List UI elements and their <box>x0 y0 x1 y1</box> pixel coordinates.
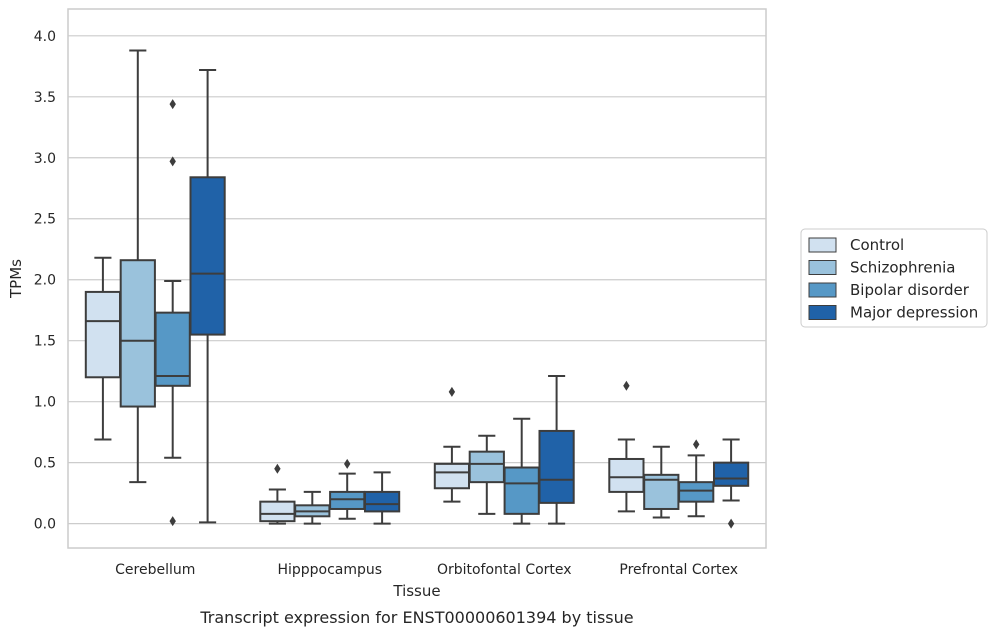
legend-swatch <box>808 282 837 298</box>
legend-frame <box>800 228 988 328</box>
box-schizophrenia <box>119 49 156 484</box>
box-major-depression <box>189 68 226 524</box>
legend-swatch <box>808 237 837 253</box>
y-tick-label: 3.0 <box>34 151 56 167</box>
box-bipolar-disorder <box>678 439 715 518</box>
box-major-depression <box>538 375 575 525</box>
x-axis-title: Tissue <box>392 582 440 600</box>
box-series <box>84 49 750 529</box>
legend-label: Schizophrenia <box>850 259 955 277</box>
x-tick-label: Orbitofontal Cortex <box>437 562 572 578</box>
box-bipolar-disorder <box>329 458 366 520</box>
box-iqr <box>468 450 505 484</box>
box-schizophrenia <box>468 434 505 515</box>
box-bipolar-disorder <box>154 99 191 527</box>
outlier-point <box>169 516 176 527</box>
box-iqr <box>119 259 156 408</box>
box-iqr <box>608 457 645 493</box>
outlier-point <box>693 439 700 450</box>
y-tick-label: 2.5 <box>34 212 56 228</box>
y-axis-title: TPMs <box>7 259 25 299</box>
box-iqr <box>84 290 122 379</box>
y-tick-label: 2.0 <box>34 273 56 289</box>
box-control <box>259 463 296 525</box>
x-tick-label: Hipppocampus <box>277 562 382 578</box>
outlier-point <box>169 156 176 167</box>
outlier-point <box>274 463 281 474</box>
box-major-depression <box>712 438 750 529</box>
box-iqr <box>189 176 226 336</box>
box-schizophrenia <box>294 490 331 525</box>
legend: Control Schizophrenia Bipolar disorder Majo… <box>800 228 988 328</box>
box-iqr <box>329 490 366 510</box>
box-iqr <box>678 481 715 503</box>
y-tick-label: 1.5 <box>34 334 56 350</box>
box-iqr <box>538 429 575 504</box>
y-tick-label: 0.5 <box>34 456 56 472</box>
y-tick-label: 4.0 <box>34 29 56 45</box>
plot-frame <box>67 8 767 549</box>
box-iqr <box>712 461 750 487</box>
y-tick-label: 0.0 <box>34 517 56 533</box>
box-control <box>433 386 471 503</box>
box-iqr <box>363 490 401 513</box>
legend-label: Bipolar disorder <box>850 281 970 299</box>
x-axis-ticks: Cerebellum Hipppocampus Orbitofontal Corte… <box>115 562 738 578</box>
box-control <box>608 380 645 513</box>
outlier-point <box>727 518 735 529</box>
box-control <box>84 256 122 441</box>
x-tick-label: Prefrontal Cortex <box>619 562 738 578</box>
outlier-point <box>623 380 630 391</box>
box-iqr <box>259 500 296 523</box>
box-bipolar-disorder <box>503 417 540 525</box>
outlier-point <box>344 458 351 469</box>
outlier-point <box>448 386 456 397</box>
outlier-point <box>169 99 176 110</box>
box-iqr <box>154 311 191 387</box>
legend-swatch <box>808 305 837 320</box>
y-tick-label: 1.0 <box>34 395 56 411</box>
box-major-depression <box>363 471 401 525</box>
box-schizophrenia <box>643 445 680 519</box>
legend-swatch <box>808 260 837 275</box>
box-iqr <box>503 466 540 515</box>
box-iqr <box>433 462 471 490</box>
chart-caption: Transcript expression for ENST0000060139… <box>199 608 633 627</box>
legend-label: Control <box>850 236 904 254</box>
legend-label: Major depression <box>850 304 978 322</box>
y-tick-label: 3.5 <box>34 90 56 106</box>
y-axis-ticks: 0.0 0.5 1.0 1.5 2.0 2.5 3.0 3.5 4.0 <box>34 29 56 533</box>
x-tick-label: Cerebellum <box>115 562 195 578</box>
